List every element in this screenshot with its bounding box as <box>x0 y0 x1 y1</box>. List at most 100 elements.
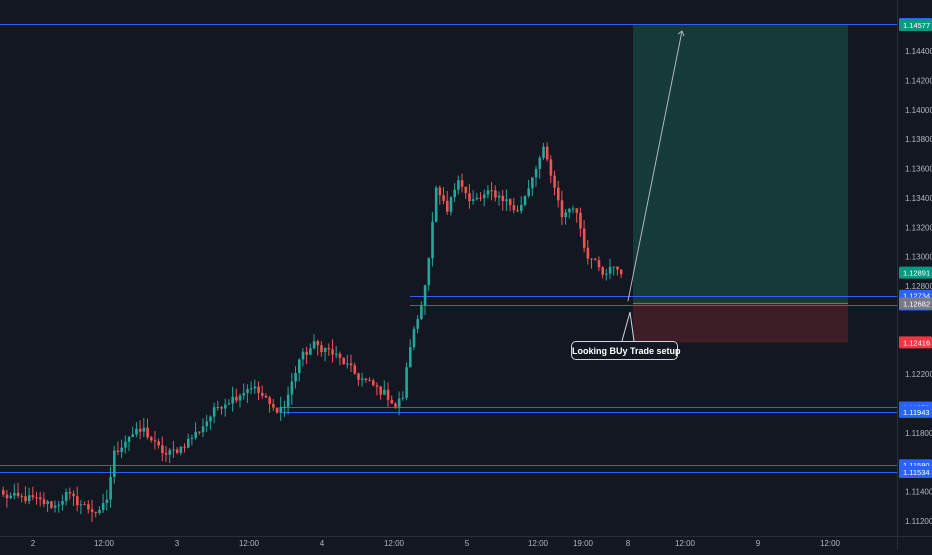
candle-body <box>368 379 371 381</box>
candle-body <box>238 395 242 401</box>
candle-body <box>557 187 560 201</box>
candle-body <box>168 450 172 455</box>
candle-body <box>13 492 16 496</box>
candle-body <box>601 267 604 275</box>
candle-body <box>72 493 75 497</box>
candle-body <box>512 205 516 211</box>
candle-body <box>409 347 412 368</box>
candle-body <box>446 200 449 212</box>
candle-body <box>320 345 323 352</box>
candle-body <box>46 501 49 505</box>
target-tag-bg <box>899 19 932 32</box>
candle-body <box>201 426 205 433</box>
price-tick-label: 1.12800 <box>905 282 932 291</box>
price-tick-label: 1.11800 <box>905 429 932 438</box>
candle-body <box>571 208 575 210</box>
price-tick-label: 1.13200 <box>905 223 932 232</box>
candle-body <box>531 177 534 189</box>
candle-body <box>138 428 142 432</box>
trade-setup-callout[interactable]: Looking BUy Trade setup <box>571 341 681 360</box>
target-tag: 1.14577 <box>903 21 930 30</box>
candle-body <box>427 258 431 286</box>
candle-body <box>375 385 379 387</box>
candlestick-series <box>2 142 623 522</box>
candle-body <box>327 347 331 350</box>
candle-body <box>153 440 157 442</box>
price-axis-tags: 1.145841.127341.126741.119731.119431.115… <box>899 17 932 478</box>
candle-body <box>608 266 612 274</box>
drawings <box>621 30 685 342</box>
candle-body <box>31 495 35 498</box>
candle-body <box>161 445 164 454</box>
candle-body <box>183 446 186 448</box>
candle-body <box>560 200 564 218</box>
candle-body <box>53 505 57 508</box>
candle-body <box>516 210 519 212</box>
candle-body <box>486 190 490 195</box>
candle-body <box>586 247 590 259</box>
time-tick-label: 9 <box>756 539 761 548</box>
candle-body <box>564 212 567 218</box>
candle-body <box>24 496 27 502</box>
candle-body <box>357 373 360 380</box>
candle-body <box>109 476 112 500</box>
candle-body <box>545 146 549 160</box>
candle-body <box>142 427 146 432</box>
candle-body <box>279 406 283 413</box>
candle-body <box>224 404 227 409</box>
candle-body <box>290 381 294 395</box>
candle-body <box>305 351 308 355</box>
time-tick-label: 12:00 <box>820 539 841 548</box>
candle-body <box>590 258 593 260</box>
candle-body <box>338 353 342 358</box>
price-tick-label: 1.12200 <box>905 370 932 379</box>
price-tick-label: 1.11400 <box>905 488 932 497</box>
price-tick-label: 1.13000 <box>905 253 932 262</box>
candle-body <box>79 504 83 506</box>
candle-body <box>64 492 68 502</box>
candle-body <box>483 194 486 198</box>
candle-body <box>619 269 623 275</box>
candle-body <box>309 348 312 355</box>
candle-body <box>179 446 183 453</box>
candle-body <box>205 421 209 427</box>
stop-tag-bg <box>899 336 932 349</box>
candle-body <box>187 438 190 448</box>
candle-body <box>227 403 231 405</box>
candle-body <box>198 431 201 433</box>
candle-body <box>364 378 368 380</box>
candle-body <box>61 501 64 505</box>
target-arrow-head <box>677 30 685 37</box>
candle-body <box>579 212 582 229</box>
price-axis[interactable]: 1.14400 1.14200 1.14000 1.13800 1.13600 1.134… <box>905 47 932 526</box>
candle-body <box>390 399 394 404</box>
candle-body <box>9 495 12 499</box>
time-tick-label: 2 <box>31 539 36 548</box>
candle-body <box>242 392 246 396</box>
candle-body <box>131 434 135 437</box>
time-axis[interactable]: 2 12:00 3 12:00 4 12:00 5 12:00 19:00 8 12:00 9 12:0… <box>31 539 841 548</box>
candle-body <box>597 260 601 268</box>
candle-body <box>257 386 260 393</box>
candle-body <box>420 305 423 320</box>
candle-body <box>538 157 542 169</box>
candle-body <box>39 497 42 500</box>
candle-body <box>379 386 382 395</box>
candle-body <box>494 190 497 198</box>
last-price-tag-bg <box>899 266 932 279</box>
candle-body <box>471 199 475 201</box>
candle-body <box>268 397 271 404</box>
candle-body <box>146 427 149 438</box>
candle-body <box>2 490 5 495</box>
candle-body <box>246 389 249 393</box>
candle-body <box>264 395 268 398</box>
candle-body <box>360 378 364 380</box>
candle-body <box>90 509 94 512</box>
price-tick-label: 1.14200 <box>905 76 932 85</box>
candle-body <box>294 373 297 382</box>
level-tag-bg <box>899 405 932 418</box>
candle-body <box>57 504 61 506</box>
candle-body <box>275 407 279 413</box>
